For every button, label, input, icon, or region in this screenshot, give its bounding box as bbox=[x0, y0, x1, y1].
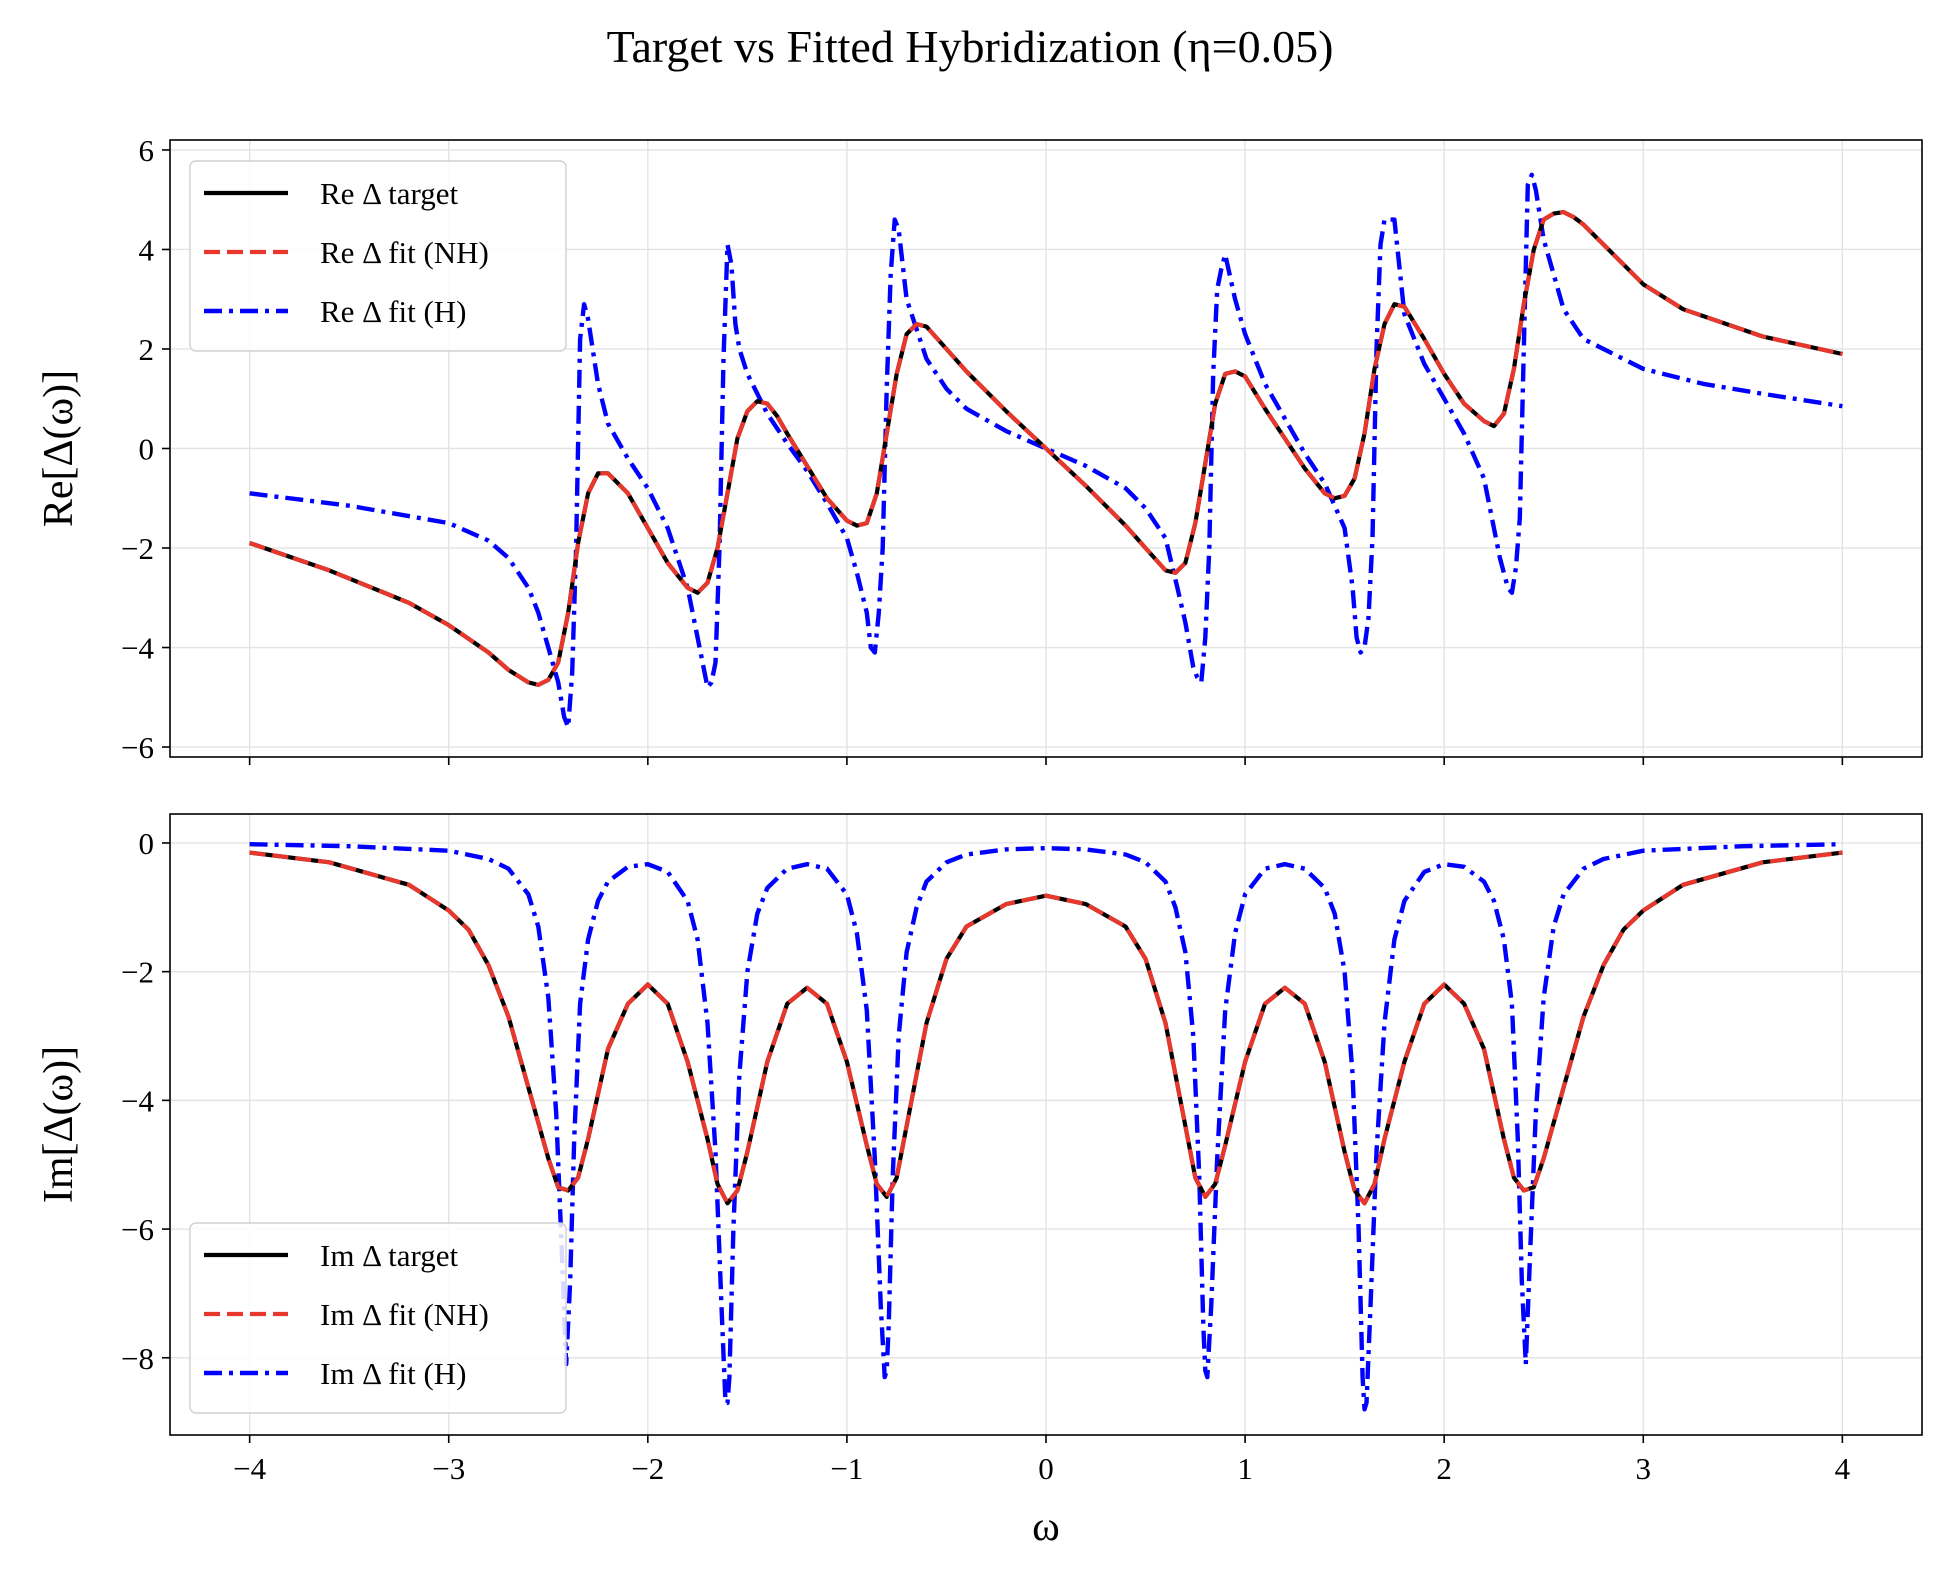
im-y-tick-label-1: −6 bbox=[121, 1212, 154, 1247]
im-x-tick-label-4: 0 bbox=[1038, 1451, 1054, 1486]
re-y-tick-label-5: 4 bbox=[139, 232, 155, 267]
re-x-ticks bbox=[248, 757, 1844, 765]
re-y-tick-label-1: −4 bbox=[121, 631, 154, 666]
re-y-tick-label-3: 0 bbox=[139, 432, 155, 467]
im-y-tick-label-2: −4 bbox=[121, 1083, 154, 1118]
re-y-tick-label-6: 6 bbox=[139, 133, 155, 168]
re-y-ticks: −6 −4 −2 0 2 4 6 bbox=[121, 133, 170, 765]
im-y-tick-label-3: −2 bbox=[121, 955, 154, 990]
re-y-tick-label-4: 2 bbox=[139, 332, 155, 367]
im-y-tick-label-0: −8 bbox=[121, 1341, 154, 1376]
re-y-tick-label-0: −6 bbox=[121, 730, 154, 765]
re-legend-label-target: Re Δ target bbox=[320, 176, 459, 211]
re-series-fit-h bbox=[249, 172, 1843, 730]
x-axis-label: ω bbox=[1032, 1504, 1060, 1550]
im-legend-label-target: Im Δ target bbox=[320, 1238, 459, 1273]
im-legend-box bbox=[189, 1222, 567, 1414]
re-legend: Re Δ target Re Δ fit (NH) Re Δ fit (H) bbox=[189, 160, 567, 352]
im-legend-label-fit-nh: Im Δ fit (NH) bbox=[320, 1297, 489, 1332]
im-series-lines bbox=[249, 842, 1843, 1412]
im-x-ticks: −4 −3 −2 −1 0 1 2 3 4 bbox=[233, 1435, 1851, 1486]
re-y-axis-label: Re[Δ(ω)] bbox=[36, 370, 82, 527]
im-x-tick-label-0: −4 bbox=[233, 1451, 266, 1486]
im-x-tick-label-1: −3 bbox=[432, 1451, 465, 1486]
im-grid bbox=[170, 814, 1922, 1435]
im-x-tick-label-7: 3 bbox=[1636, 1451, 1652, 1486]
im-panel: −4 −3 −2 −1 0 1 2 3 4 −8 −6 −4 −2 0 Im[Δ(ω)] Im Δ ta… bbox=[36, 813, 1923, 1486]
im-series-fit-h bbox=[249, 842, 1843, 1412]
im-legend: Im Δ target Im Δ fit (NH) Im Δ fit (H) bbox=[189, 1222, 567, 1414]
im-x-tick-label-6: 2 bbox=[1436, 1451, 1452, 1486]
im-x-tick-label-2: −2 bbox=[631, 1451, 664, 1486]
im-series-fit-nh bbox=[249, 850, 1843, 1206]
re-series-fit-nh bbox=[248, 210, 1843, 687]
re-series-lines bbox=[248, 172, 1843, 730]
figure-title: Target vs Fitted Hybridization (η=0.05) bbox=[607, 21, 1334, 72]
im-y-tick-label-4: 0 bbox=[139, 826, 155, 861]
re-panel: −6 −4 −2 0 2 4 6 Re[Δ(ω)] Re Δ target Re Δ fit … bbox=[36, 133, 1923, 765]
im-x-tick-label-3: −1 bbox=[830, 1451, 863, 1486]
re-legend-label-fit-h: Re Δ fit (H) bbox=[320, 294, 467, 329]
re-legend-box bbox=[189, 160, 567, 352]
im-legend-label-fit-h: Im Δ fit (H) bbox=[320, 1356, 467, 1391]
im-x-tick-label-5: 1 bbox=[1237, 1451, 1253, 1486]
re-legend-label-fit-nh: Re Δ fit (NH) bbox=[320, 235, 489, 270]
im-x-tick-label-8: 4 bbox=[1835, 1451, 1851, 1486]
im-y-axis-label: Im[Δ(ω)] bbox=[36, 1046, 82, 1203]
im-y-ticks: −8 −6 −4 −2 0 bbox=[121, 826, 170, 1376]
re-y-tick-label-2: −2 bbox=[121, 531, 154, 566]
